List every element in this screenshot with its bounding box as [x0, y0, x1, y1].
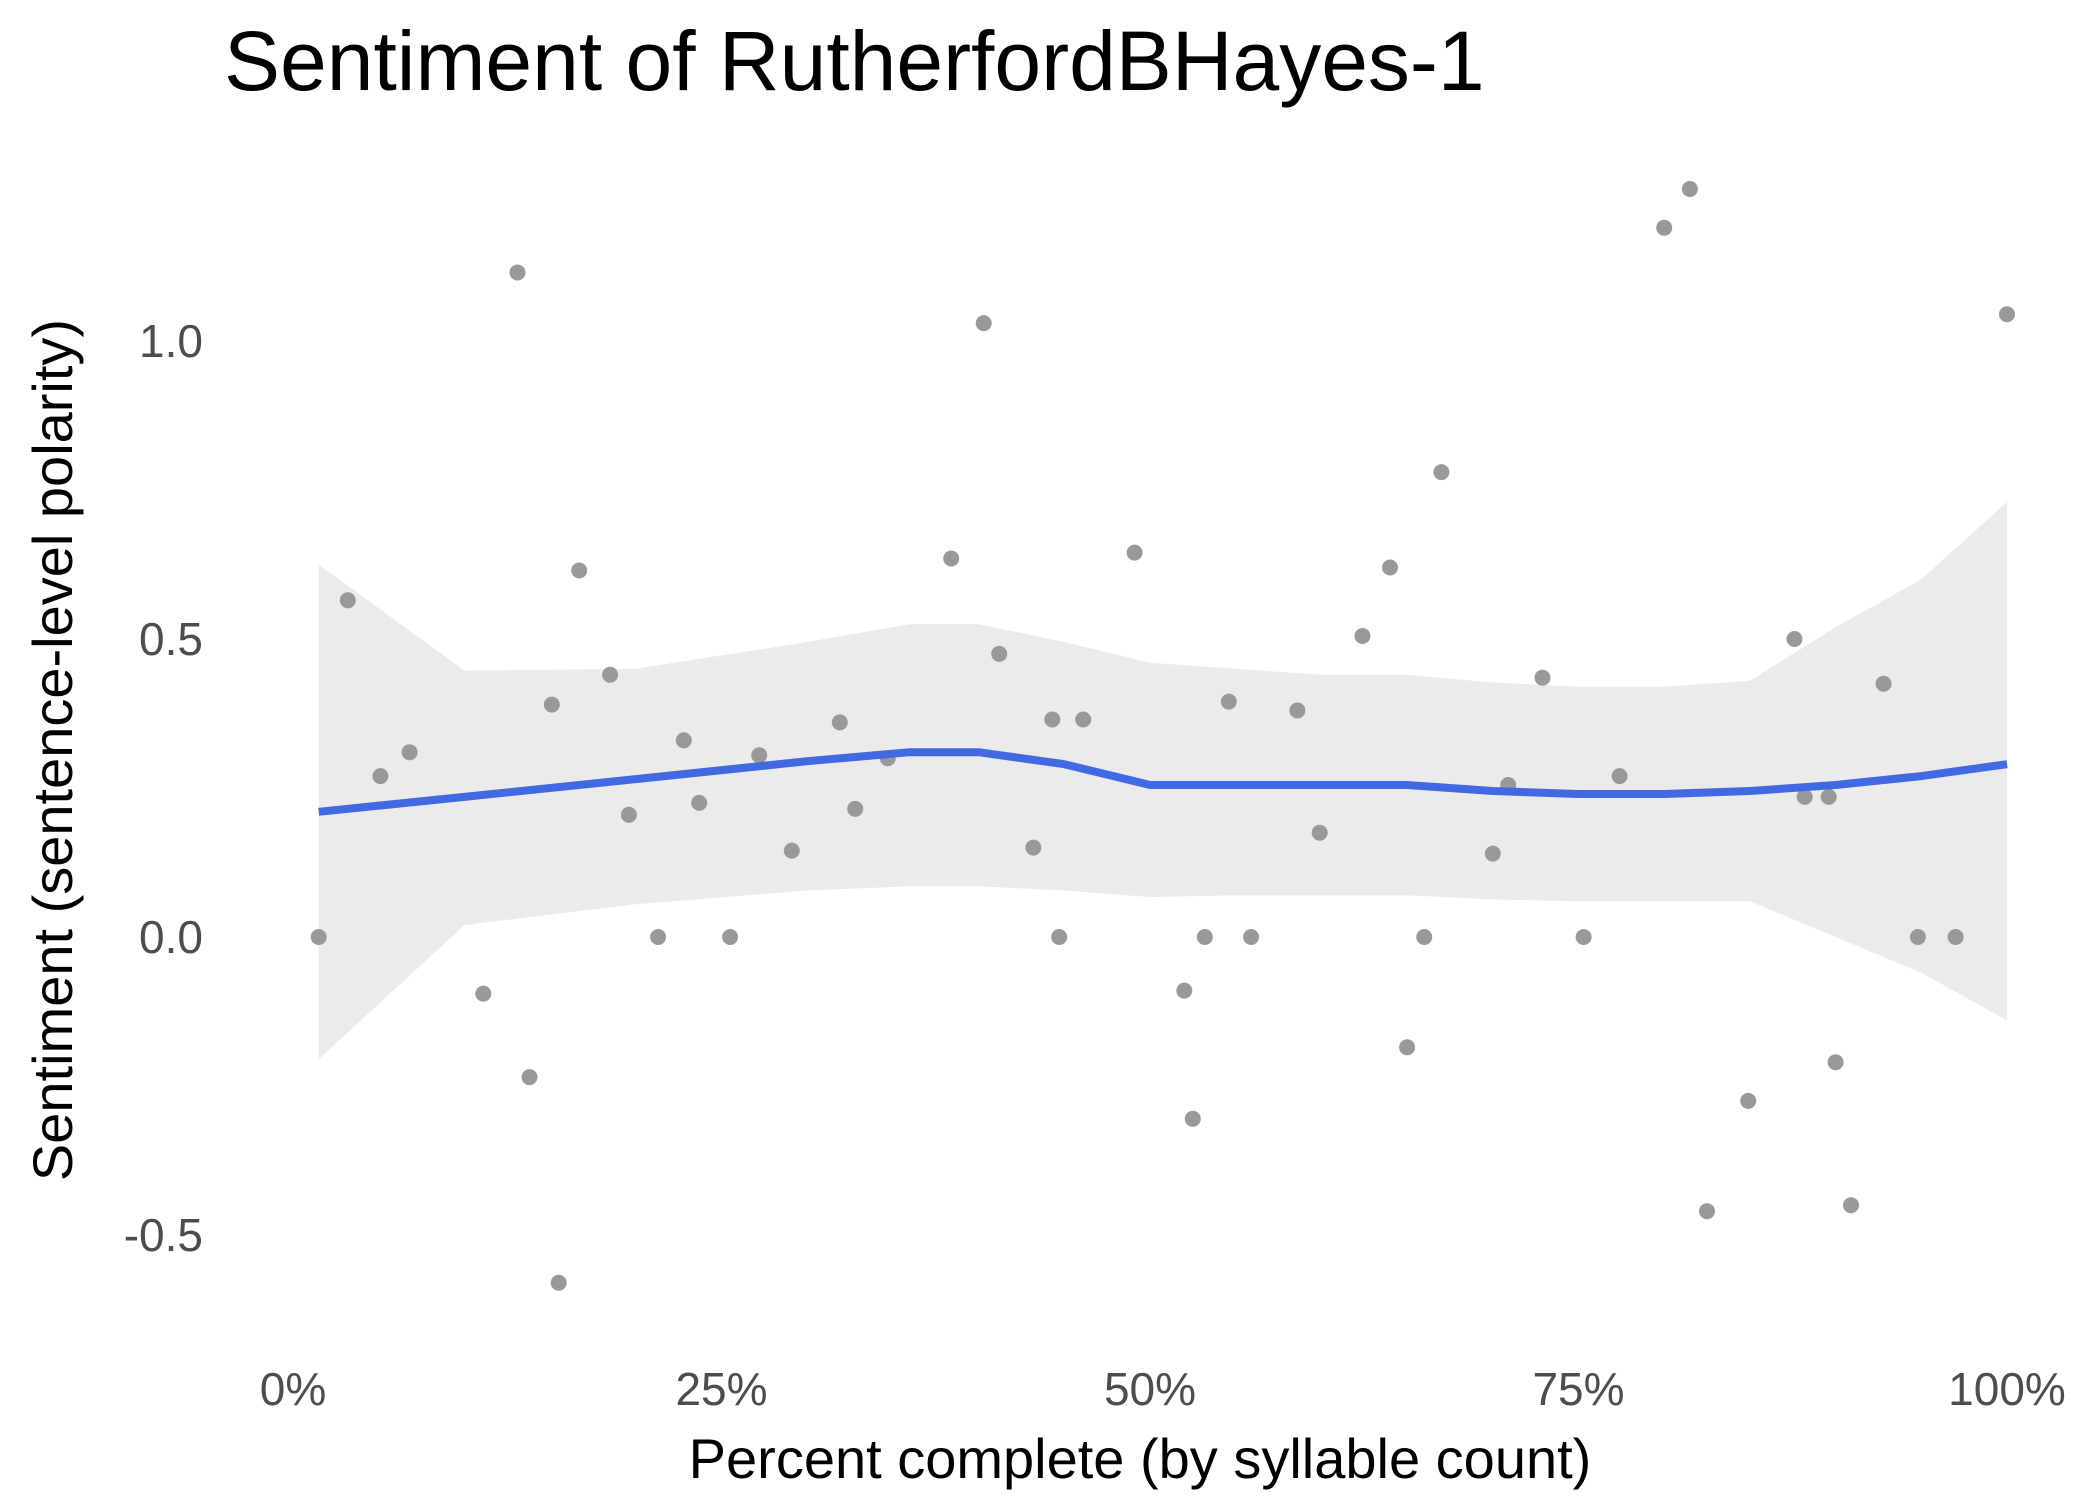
data-point [1184, 1110, 1201, 1127]
data-point [1786, 631, 1803, 647]
data-point [571, 562, 588, 579]
confidence-band [318, 501, 2008, 1060]
data-point [1196, 929, 1213, 945]
x-tick-label: 100% [1948, 1363, 2066, 1415]
x-tick-label: 25% [675, 1363, 767, 1415]
data-point [1044, 711, 1061, 728]
data-point [1947, 929, 1964, 945]
data-point [310, 929, 327, 945]
data-point [675, 732, 692, 749]
x-axis-ticks: 0% 25% 50% 75% 100% [260, 1363, 2066, 1415]
data-point [751, 747, 768, 764]
data-point [722, 929, 739, 945]
y-axis-title: Sentiment (sentence-level polarity) [21, 319, 84, 1181]
data-point [620, 806, 637, 823]
data-point [991, 645, 1008, 662]
data-point [1382, 559, 1398, 576]
y-tick-label: 1.0 [139, 315, 203, 367]
data-point [1399, 1039, 1416, 1056]
data-point [943, 550, 960, 567]
data-point [602, 666, 619, 683]
data-point [401, 744, 418, 761]
data-point [475, 985, 492, 1002]
y-axis-ticks: -0.5 0.0 0.5 1.0 [124, 315, 203, 1261]
data-point [372, 768, 389, 785]
data-point [1416, 929, 1433, 945]
data-point [1311, 824, 1328, 841]
data-point [1999, 306, 2015, 323]
data-point [1827, 1054, 1844, 1071]
data-point [1025, 839, 1042, 856]
data-point [1699, 1203, 1715, 1220]
data-point [1875, 675, 1892, 692]
data-point [1051, 929, 1068, 945]
data-point [847, 800, 864, 817]
chart-title: Sentiment of RutherfordBHayes-1 [224, 14, 1485, 108]
x-tick-label: 0% [260, 1363, 326, 1415]
data-point [1354, 628, 1371, 644]
y-tick-label: 0.0 [139, 911, 203, 963]
data-point [1176, 982, 1193, 999]
data-point [1289, 702, 1306, 719]
data-point [691, 794, 708, 811]
smooth-trend-line [318, 748, 2008, 816]
data-point [1075, 711, 1092, 728]
data-point [1740, 1092, 1757, 1109]
data-point [831, 714, 848, 731]
data-point [650, 929, 667, 945]
data-point [339, 592, 356, 609]
data-point [1575, 929, 1592, 945]
x-tick-label: 50% [1104, 1363, 1196, 1415]
y-tick-label: 0.5 [139, 613, 203, 665]
data-point [550, 1274, 567, 1291]
x-axis-title: Percent complete (by syllable count) [689, 1427, 1592, 1490]
data-point [783, 842, 800, 859]
data-point [1484, 845, 1501, 862]
data-point [1534, 669, 1551, 686]
data-point [521, 1069, 538, 1086]
data-point [1243, 929, 1260, 945]
data-point [509, 264, 526, 281]
data-point [1843, 1197, 1859, 1214]
data-point [1796, 788, 1813, 805]
data-point [1909, 929, 1926, 945]
data-point [1820, 788, 1837, 805]
data-points [310, 181, 2015, 1291]
data-point [1220, 693, 1237, 710]
data-point [1126, 544, 1143, 561]
x-tick-label: 75% [1532, 1363, 1624, 1415]
data-point [543, 696, 560, 713]
plot-area [310, 181, 2015, 1291]
data-point [1611, 768, 1628, 785]
y-tick-label: -0.5 [124, 1209, 203, 1261]
data-point [975, 315, 992, 332]
data-point [1656, 219, 1673, 236]
data-point [1433, 464, 1450, 481]
data-point [1681, 181, 1698, 197]
